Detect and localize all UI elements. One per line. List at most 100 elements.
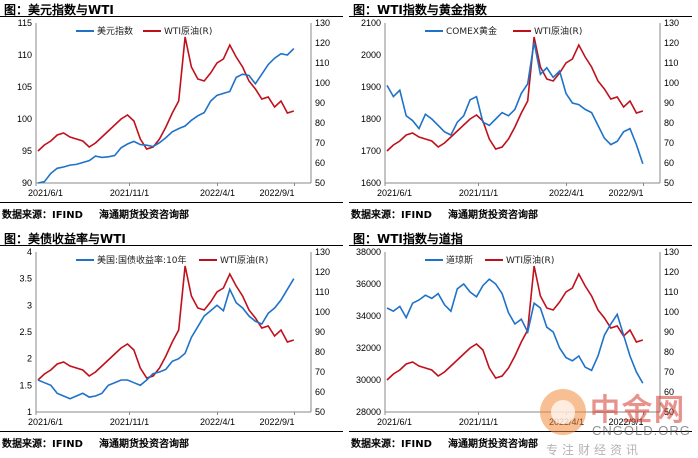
legend-label: WTI原油(R)	[506, 254, 554, 266]
right-tick-label: 80	[664, 347, 674, 357]
series-line-left	[386, 42, 644, 165]
left-tick-label: 1.5	[19, 380, 32, 390]
series-line-right	[386, 265, 644, 381]
watermark-site: CNGOLD.ORG	[592, 423, 691, 438]
series-line-left	[37, 278, 295, 400]
title-divider	[349, 16, 692, 17]
right-tick-label: 130	[664, 247, 679, 257]
left-tick-label: 1700	[361, 146, 381, 156]
left-tick-label: 36000	[356, 279, 381, 289]
chart-panel-wti-gold: 图：WTI指数与黄金指数 1600 1700 1800 1900 2000 2100 50 6…	[349, 0, 698, 229]
right-tick-label: 80	[664, 118, 674, 128]
right-tick-label: 60	[664, 387, 674, 397]
footer-divider	[0, 202, 343, 203]
chart-title: 图：WTI指数与黄金指数	[353, 3, 487, 17]
left-tick-label: 90	[22, 178, 32, 188]
source-org: 海通期货投资咨询部	[447, 439, 538, 450]
series-line-left	[37, 48, 295, 184]
right-tick-label: 130	[315, 247, 330, 257]
chart-title: 图：WTI指数与道指	[353, 232, 463, 246]
right-tick-label: 50	[315, 407, 325, 417]
series-line-right	[37, 36, 295, 152]
chart-treasury-wti: 1 1.5 2 2.5 3 3.5 4 50 60 70 80 90 100 110 120 130 2021/…	[19, 247, 330, 427]
legend-label: 美国:国债收益率:10年	[97, 254, 187, 266]
right-tick-label: 90	[315, 98, 325, 108]
chart-usd-wti: 90 95 100 105 110 115 50 60 70 80 90 100 110 120 130 20…	[17, 18, 330, 198]
legend-label: 道琼斯	[446, 254, 473, 266]
legend-label: WTI原油(R)	[164, 25, 212, 37]
left-tick-label: 2	[27, 354, 32, 364]
left-tick-label: 1800	[361, 114, 381, 124]
left-tick-label: 32000	[356, 343, 381, 353]
source-org: 海通期货投资咨询部	[447, 210, 538, 221]
chart-panel-treasury-wti: 图：美债收益率与WTI 1 1.5 2 2.5 3 3.5 4 50 60 70 80 90 100 11…	[0, 229, 349, 458]
title-divider	[0, 16, 343, 17]
legend-label: WTI原油(R)	[220, 254, 268, 266]
x-tick-label: 2022/9/1	[608, 188, 643, 198]
left-tick-label: 115	[18, 18, 32, 28]
chart-title: 图：美元指数与WTI	[4, 3, 114, 17]
right-tick-label: 60	[315, 387, 325, 397]
chart-panel-usd-wti: 图：美元指数与WTI 90 95 100 105 110 115 50 60 70 80 90 100…	[0, 0, 349, 229]
left-tick-label: 3	[27, 300, 32, 310]
left-tick-label: 30000	[356, 375, 381, 385]
right-tick-label: 60	[664, 158, 674, 168]
right-tick-label: 90	[315, 327, 325, 337]
title-divider	[349, 245, 692, 246]
left-tick-label: 110	[18, 50, 32, 60]
series-line-right	[37, 265, 295, 381]
left-tick-label: 2100	[361, 18, 381, 28]
chart-wti-gold: 1600 1700 1800 1900 2000 2100 50 60 70 80 90 100 110…	[361, 18, 679, 198]
left-tick-label: 38000	[356, 247, 381, 257]
right-tick-label: 50	[315, 178, 325, 188]
right-tick-label: 110	[664, 287, 678, 297]
x-tick-label: 2022/9/1	[259, 417, 294, 427]
right-tick-label: 70	[664, 367, 674, 377]
x-tick-label: 2022/9/1	[259, 188, 294, 198]
x-tick-label: 2021/11/1	[459, 417, 498, 427]
source-org: 海通期货投资咨询部	[98, 439, 189, 450]
watermark-name: 中金网	[590, 393, 686, 428]
right-tick-label: 110	[664, 58, 678, 68]
footer-divider	[349, 431, 692, 432]
x-tick-label: 2021/11/1	[110, 188, 149, 198]
right-tick-label: 120	[664, 38, 679, 48]
right-tick-label: 60	[315, 158, 325, 168]
right-tick-label: 120	[315, 38, 330, 48]
right-tick-label: 70	[664, 138, 674, 148]
right-tick-label: 110	[315, 58, 329, 68]
legend-label: 美元指数	[97, 25, 133, 37]
legend-label: WTI原油(R)	[534, 25, 582, 37]
right-tick-label: 100	[664, 307, 679, 317]
source-label: 数据来源：IFIND	[351, 210, 432, 221]
left-tick-label: 3.5	[19, 274, 32, 284]
left-tick-label: 28000	[356, 407, 381, 417]
right-tick-label: 100	[315, 307, 330, 317]
x-tick-label: 2021/11/1	[459, 188, 498, 198]
source-label: 数据来源：IFIND	[2, 439, 83, 450]
right-tick-label: 90	[664, 327, 674, 337]
data-source: 数据来源：IFIND 海通期货投资咨询部	[351, 435, 538, 450]
watermark-logo: 中金网 CNGOLD.ORG 专注财经资讯	[540, 383, 698, 458]
right-tick-label: 80	[315, 118, 325, 128]
source-org: 海通期货投资咨询部	[98, 210, 189, 221]
left-tick-label: 100	[17, 114, 32, 124]
right-tick-label: 100	[315, 78, 330, 88]
source-label: 数据来源：IFIND	[2, 210, 83, 221]
x-tick-label: 2021/11/1	[110, 417, 149, 427]
watermark-slogan: 专注财经资讯	[546, 443, 643, 457]
title-divider	[0, 245, 343, 246]
footer-divider	[0, 431, 343, 432]
source-label: 数据来源：IFIND	[351, 439, 432, 450]
x-tick-label: 2021/6/1	[28, 417, 63, 427]
x-tick-label: 2021/6/1	[377, 188, 412, 198]
right-tick-label: 110	[315, 287, 329, 297]
footer-divider	[349, 202, 692, 203]
right-tick-label: 80	[315, 347, 325, 357]
legend-label: COMEX黄金	[446, 25, 497, 37]
left-tick-label: 95	[22, 146, 32, 156]
right-tick-label: 130	[315, 18, 330, 28]
left-tick-label: 1900	[361, 82, 381, 92]
right-tick-label: 70	[315, 138, 325, 148]
left-tick-label: 1	[27, 407, 32, 417]
